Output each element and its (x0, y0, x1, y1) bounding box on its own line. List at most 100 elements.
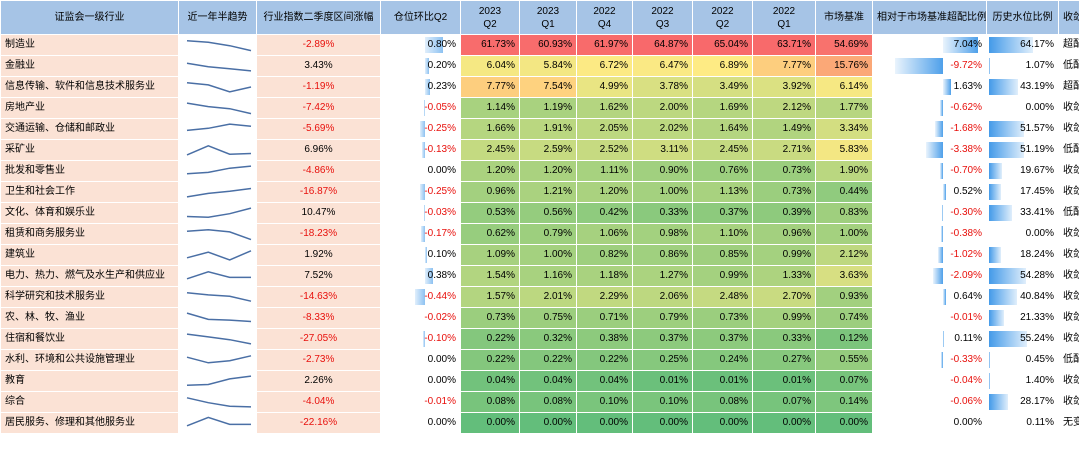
convergence-direction-value: 收敛 (1063, 123, 1079, 134)
overweight-bar (939, 163, 943, 179)
quarter-weight: 6.47% (632, 55, 693, 77)
position-change-value: -0.44% (424, 291, 456, 302)
market-benchmark-value: 0.83% (839, 207, 868, 218)
quarter-change: 10.47% (256, 202, 381, 224)
quarter-weight: 0.53% (460, 202, 520, 224)
convergence-direction-value: 低配扩大 (1063, 144, 1079, 155)
market-benchmark: 5.83% (815, 139, 873, 161)
quarter-weight-value: 1.69% (719, 102, 748, 113)
quarter-weight: 0.08% (692, 391, 753, 413)
quarter-weight-value: 0.53% (486, 207, 515, 218)
historical-level: 21.33% (986, 307, 1059, 329)
sparkline-line (186, 144, 252, 156)
quarter-weight: 0.99% (692, 265, 753, 287)
historical-level: 40.84% (986, 286, 1059, 308)
position-change: -0.10% (380, 328, 461, 350)
sparkline-line (186, 123, 252, 132)
quarter-weight: 2.12% (752, 97, 816, 119)
market-benchmark-value: 1.90% (839, 165, 868, 176)
sparkline-svg (186, 312, 252, 323)
market-benchmark: 1.90% (815, 160, 873, 182)
sparkline-line (186, 292, 252, 302)
position-change-bar (415, 289, 425, 305)
overweight-ratio-value: 7.04% (953, 39, 982, 50)
quarter-weight-value: 0.00% (599, 417, 628, 428)
market-benchmark-value: 1.00% (839, 228, 868, 239)
quarter-weight-value: 1.10% (719, 228, 748, 239)
quarter-weight: 1.16% (519, 265, 577, 287)
market-benchmark-value: 0.12% (839, 333, 868, 344)
table-row: 农、林、牧、渔业 -8.33% -0.02% 0.73% 0.75% 0.71% 0.79%… (0, 307, 1080, 329)
trend-sparkline (178, 223, 257, 245)
quarter-weight-value: 61.73% (481, 39, 515, 50)
quarter-weight: 4.99% (576, 76, 633, 98)
industry-name-value: 住宿和餐饮业 (5, 333, 65, 344)
quarter-weight: 2.00% (632, 97, 693, 119)
trend-sparkline (178, 181, 257, 203)
position-change: 0.00% (380, 160, 461, 182)
quarter-change: -5.69% (256, 118, 381, 140)
quarter-weight-value: 1.33% (782, 270, 811, 281)
position-change-value: 0.10% (427, 249, 456, 260)
industry-name: 卫生和社会工作 (0, 181, 179, 203)
overweight-ratio-value: -0.33% (950, 354, 982, 365)
header-cell: 仓位环比Q2 (380, 0, 461, 35)
overweight-bar (895, 58, 943, 74)
quarter-weight: 1.06% (576, 223, 633, 245)
quarter-change: -4.04% (256, 391, 381, 413)
quarter-weight: 2.70% (752, 286, 816, 308)
quarter-weight: 0.07% (752, 391, 816, 413)
table-row: 建筑业 1.92% 0.10% 1.09% 1.00% 0.82% 0.86% 0.85% 0.… (0, 244, 1080, 266)
quarter-change-value: -2.89% (302, 39, 335, 50)
sparkline-svg (186, 62, 252, 72)
market-benchmark: 0.44% (815, 181, 873, 203)
historical-level-value: 43.19% (1020, 81, 1054, 92)
quarter-weight-value: 0.04% (599, 375, 628, 386)
quarter-weight-value: 1.11% (600, 165, 628, 176)
position-change-bar (421, 226, 425, 242)
quarter-weight-value: 2.71% (782, 144, 811, 155)
quarter-weight-value: 63.71% (777, 39, 811, 50)
position-change: -0.03% (380, 202, 461, 224)
quarter-weight-value: 2.45% (486, 144, 515, 155)
quarter-weight-value: 1.06% (599, 228, 628, 239)
quarter-weight-value: 0.00% (543, 417, 572, 428)
header-cell: 2022 Q4 (576, 0, 633, 35)
quarter-weight: 2.45% (460, 139, 520, 161)
market-benchmark: 1.77% (815, 97, 873, 119)
quarter-weight: 0.08% (460, 391, 520, 413)
position-change: 0.80% (380, 34, 461, 56)
sparkline-svg (186, 250, 252, 261)
sparkline-svg (186, 123, 252, 132)
industry-name-value: 文化、体育和娱乐业 (5, 207, 95, 218)
market-benchmark-value: 0.74% (839, 312, 868, 323)
industry-name: 综合 (0, 391, 179, 413)
table-row: 信息传输、软件和信息技术服务业 -1.19% 0.23% 7.77% 7.54% 4.99… (0, 76, 1080, 98)
quarter-weight: 1.91% (519, 118, 577, 140)
quarter-weight-value: 0.73% (719, 312, 748, 323)
sparkline-line (186, 102, 252, 115)
overweight-bar (937, 247, 943, 263)
quarter-weight: 1.11% (576, 160, 633, 182)
quarter-weight: 6.89% (692, 55, 753, 77)
overweight-ratio: -1.68% (872, 118, 987, 140)
convergence-direction: 收敛 (1058, 370, 1080, 392)
quarter-weight-value: 0.37% (719, 333, 748, 344)
market-benchmark: 3.34% (815, 118, 873, 140)
sparkline-line (186, 82, 252, 93)
historical-level: 0.45% (986, 349, 1059, 371)
industry-name-value: 电力、热力、燃气及水生产和供应业 (5, 270, 165, 281)
quarter-weight: 3.78% (632, 76, 693, 98)
market-benchmark: 3.63% (815, 265, 873, 287)
position-change-value: -0.25% (424, 186, 456, 197)
quarter-weight: 0.99% (752, 307, 816, 329)
header-row: 证监会一级行业 近一年半趋势 行业指数二季度区间涨幅 仓位环比Q2 2023 Q… (0, 0, 1080, 35)
overweight-ratio-value: -0.01% (950, 312, 982, 323)
overweight-ratio: 7.04% (872, 34, 987, 56)
trend-sparkline (178, 118, 257, 140)
historical-level-bar (989, 58, 990, 74)
quarter-weight: 0.86% (632, 244, 693, 266)
convergence-direction: 超配扩大 (1058, 76, 1080, 98)
table-body: 制造业 -2.89% 0.80% 61.73% 60.93% 61.97% 64.87% 65… (0, 34, 1080, 434)
quarter-weight-value: 1.13% (719, 186, 748, 197)
